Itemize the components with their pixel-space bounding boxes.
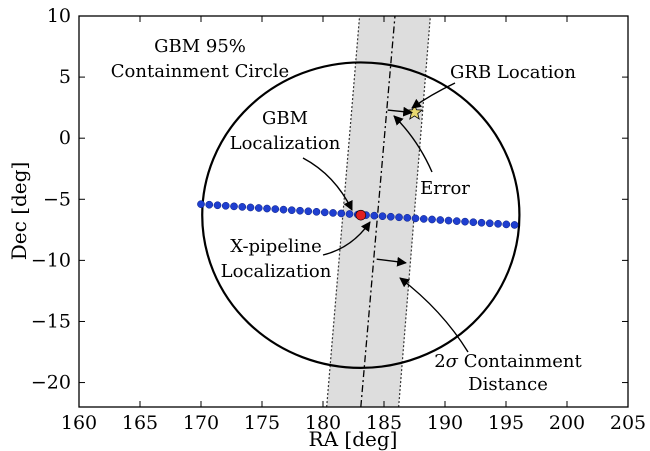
scan-point bbox=[312, 207, 321, 216]
scan-point bbox=[246, 203, 255, 212]
scan-point bbox=[230, 202, 238, 211]
two-sigma-label-line1: 2σ Containment bbox=[434, 351, 582, 372]
scan-point bbox=[419, 215, 428, 223]
x-axis-label: RA [deg] bbox=[309, 427, 398, 451]
x-tick-label: 205 bbox=[610, 412, 646, 434]
scan-point bbox=[370, 211, 379, 220]
sigma-symbol: σ bbox=[446, 351, 459, 372]
x-tick-label: 175 bbox=[244, 412, 280, 434]
gbm-circle-label-line2: Containment Circle bbox=[111, 61, 289, 82]
gbm-containment-circle bbox=[201, 61, 521, 369]
scan-point bbox=[238, 203, 247, 211]
scan-point bbox=[428, 215, 436, 224]
error-vector bbox=[387, 106, 414, 117]
gbm-circle-label-line1: GBM 95% bbox=[154, 36, 246, 57]
scan-points bbox=[197, 200, 519, 229]
scan-point bbox=[329, 209, 337, 217]
error-arrow bbox=[393, 115, 433, 173]
scan-point bbox=[403, 213, 412, 222]
scan-point bbox=[436, 216, 445, 224]
y-tick-label: 5 bbox=[59, 66, 71, 88]
scan-point bbox=[469, 218, 478, 227]
scan-point bbox=[197, 200, 205, 209]
scan-point bbox=[444, 216, 453, 225]
y-axis-ticks: 10 5 0 −5 −10 −15 −20 bbox=[31, 5, 628, 394]
y-tick-label: −10 bbox=[31, 249, 71, 271]
two-sigma-rest: Containment bbox=[458, 351, 583, 372]
scan-point bbox=[213, 201, 222, 210]
scan-point bbox=[461, 217, 469, 226]
scan-point bbox=[320, 208, 329, 217]
y-tick-label: −5 bbox=[43, 188, 71, 210]
x-tick-label: 180 bbox=[305, 412, 341, 434]
two-sigma-arrow bbox=[399, 277, 469, 353]
scan-point bbox=[502, 220, 511, 229]
y-tick-label: −20 bbox=[31, 372, 71, 394]
scan-point bbox=[452, 217, 461, 225]
scan-point bbox=[205, 200, 214, 209]
xpipeline-label-line2: Localization bbox=[221, 261, 332, 282]
band-right-edge bbox=[398, 16, 431, 407]
scan-point bbox=[296, 206, 304, 215]
scan-point bbox=[485, 219, 494, 228]
scan-point bbox=[477, 218, 486, 227]
scan-point bbox=[254, 204, 263, 212]
x-tick-label: 160 bbox=[61, 412, 97, 434]
two-sigma-label-line2: Distance bbox=[468, 374, 548, 395]
scan-point bbox=[494, 219, 502, 228]
scan-point bbox=[304, 207, 313, 216]
scan-point bbox=[386, 212, 395, 221]
scan-point bbox=[337, 209, 346, 218]
gbm-localization-arrow bbox=[302, 157, 353, 211]
scan-point bbox=[510, 221, 519, 229]
y-axis-label: Dec [deg] bbox=[7, 162, 31, 260]
y-tick-label: 10 bbox=[47, 5, 71, 27]
scan-point bbox=[411, 214, 420, 223]
two-sigma-vector bbox=[376, 256, 407, 267]
band-center-line bbox=[360, 16, 396, 407]
y-tick-label: 0 bbox=[59, 127, 71, 149]
scan-point bbox=[221, 201, 230, 210]
scan-point bbox=[395, 213, 403, 222]
x-tick-label: 195 bbox=[488, 412, 524, 434]
scan-point bbox=[263, 204, 271, 213]
scan-point bbox=[279, 205, 288, 214]
x-tick-label: 185 bbox=[366, 412, 402, 434]
x-tick-label: 170 bbox=[183, 412, 219, 434]
scan-point bbox=[345, 210, 354, 218]
scan-point bbox=[378, 212, 387, 221]
two-sigma-prefix: 2 bbox=[434, 351, 445, 372]
plot-frame bbox=[78, 15, 629, 408]
scan-point bbox=[287, 206, 296, 215]
x-tick-label: 165 bbox=[122, 412, 158, 434]
grb-location-label: GRB Location bbox=[450, 62, 576, 83]
x-axis-ticks: 160 165 170 175 180 185 190 195 200 205 bbox=[61, 16, 646, 434]
grb-location-arrow bbox=[411, 82, 456, 109]
y-tick-label: −15 bbox=[31, 310, 71, 332]
x-tick-label: 200 bbox=[549, 412, 585, 434]
gbm-localization-point bbox=[355, 209, 367, 221]
xpipeline-arrow bbox=[322, 221, 371, 256]
gbm-localization-label-line2: Localization bbox=[230, 133, 341, 154]
x-tick-label: 190 bbox=[427, 412, 463, 434]
error-label: Error bbox=[420, 178, 470, 199]
gbm-localization-label-line1: GBM bbox=[262, 108, 308, 129]
scan-point bbox=[271, 205, 280, 213]
xpipeline-label-line1: X-pipeline bbox=[230, 236, 321, 257]
